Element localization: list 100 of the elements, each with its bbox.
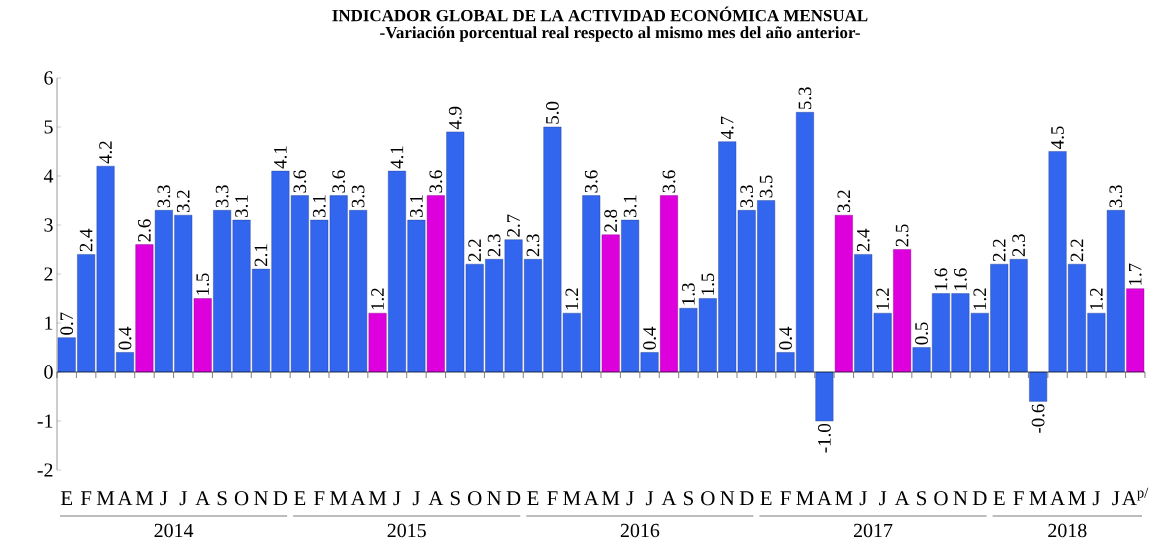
bar [1126,288,1145,373]
data-label: 1.3 [682,283,695,305]
data-label: 0.7 [60,312,74,335]
data-label: 2.4 [79,228,93,252]
x-tick-label: J [179,491,187,506]
data-label: 3.1 [312,195,326,217]
data-label: 0.5 [915,322,928,345]
x-tick-label: M [368,491,387,505]
x-tick-label: M [602,491,620,505]
data-label: 3.6 [584,170,598,193]
data-label: 3.6 [332,170,346,193]
x-tick-label: F [547,491,558,505]
x-tick-label: A [350,491,366,505]
data-label: 4.9 [448,106,462,130]
data-label: -1.0 [817,423,831,453]
x-tick-label: A [894,491,910,505]
data-label: 3.3 [215,185,229,208]
x-tick-label: E [760,491,772,505]
data-label: 3.6 [293,170,307,193]
x-tick-label: A [583,491,599,505]
x-tick-label: M [330,491,348,505]
x-tick-label: A [195,491,211,505]
x-tick-label: J [1112,491,1120,506]
x-tick-label: A$^{p/}$ [1121,487,1149,505]
data-label: 4.1 [390,146,404,169]
data-label: 0.4 [643,326,656,350]
x-tick-label: S [217,491,227,506]
data-label: 3.3 [740,185,754,208]
data-label: 2.2 [468,239,482,262]
data-label: 1.7 [1128,263,1142,285]
x-tick-label: E [993,491,1005,505]
x-tick-label: D [972,491,987,506]
x-tick-label: E [294,491,306,505]
x-tick-label: M [1029,491,1047,505]
data-label: 4.7 [720,116,734,140]
x-tick-label: D [739,491,754,506]
y-tick-label: 6 [44,71,53,85]
bar [193,298,212,373]
bar [1029,371,1048,402]
data-label: 1.5 [196,273,210,295]
x-tick-label: E [60,491,73,505]
x-tick-label: A [428,491,444,505]
data-label: 2.7 [507,214,520,237]
data-label: 4.1 [274,146,287,169]
data-label: 4.5 [1051,126,1064,149]
data-label: 1.6 [934,268,948,290]
x-tick-label: M [835,491,853,505]
x-tick-label: D [273,491,288,506]
y-tick-label: 5 [44,120,53,134]
x-tick-label: J [1092,491,1101,506]
x-tick-label: J [626,491,634,506]
x-tick-label: M [796,491,814,505]
x-tick-label: E [527,491,539,505]
data-label: 3.3 [1109,185,1123,208]
data-label: 3.6 [429,170,443,193]
x-tick-label: N [254,491,269,505]
data-label: 3.3 [157,185,171,208]
x-tick-label: S [450,491,460,506]
x-tick-label: N [487,491,502,505]
data-label: 2.5 [895,224,909,247]
data-label: 1.2 [371,288,384,310]
x-tick-label: J [859,491,867,506]
data-label: 2.6 [138,219,151,242]
text: 2015 [387,523,426,538]
x-tick-label: J [879,491,887,506]
x-tick-label: F [1013,491,1024,505]
data-label: 3.1 [410,195,423,217]
bar [426,195,445,373]
x-tick-label: M [135,491,154,505]
bar [601,234,620,373]
data-label: 3.1 [235,195,248,217]
data-label: 5.0 [546,101,559,124]
data-label: 3.6 [662,170,676,193]
bar [660,195,678,373]
data-label: 2.3 [526,234,540,257]
bar [893,249,912,373]
data-label: 1.2 [565,288,579,310]
y-tick-label: 1 [45,316,53,330]
x-tick-label: A [817,491,832,505]
bar [135,244,154,373]
text: 2018 [1048,523,1087,538]
x-tick-label: M [1068,491,1086,505]
data-label: 3.1 [623,195,637,217]
chart-title: INDICADOR GLOBAL DE LA ACTIVIDAD ECONÓMICA MENSUAL [332,6,868,22]
y-tick-label: 3 [44,218,53,232]
x-tick-label: F [314,491,325,505]
y-tick-label: 0 [44,365,53,379]
bar [368,313,387,373]
bar [834,215,853,373]
x-tick-label: O [934,491,948,506]
x-tick-label: J [393,491,401,506]
y-tick-label: 2 [44,267,53,281]
data-label: 3.2 [837,190,851,213]
data-label: 3.5 [759,175,773,198]
x-tick-label: S [917,491,927,506]
bar [815,371,834,422]
data-label: 0.4 [779,326,792,350]
x-tick-label: F [780,491,791,505]
x-tick-label: O [234,491,249,506]
text: 2016 [620,523,660,538]
